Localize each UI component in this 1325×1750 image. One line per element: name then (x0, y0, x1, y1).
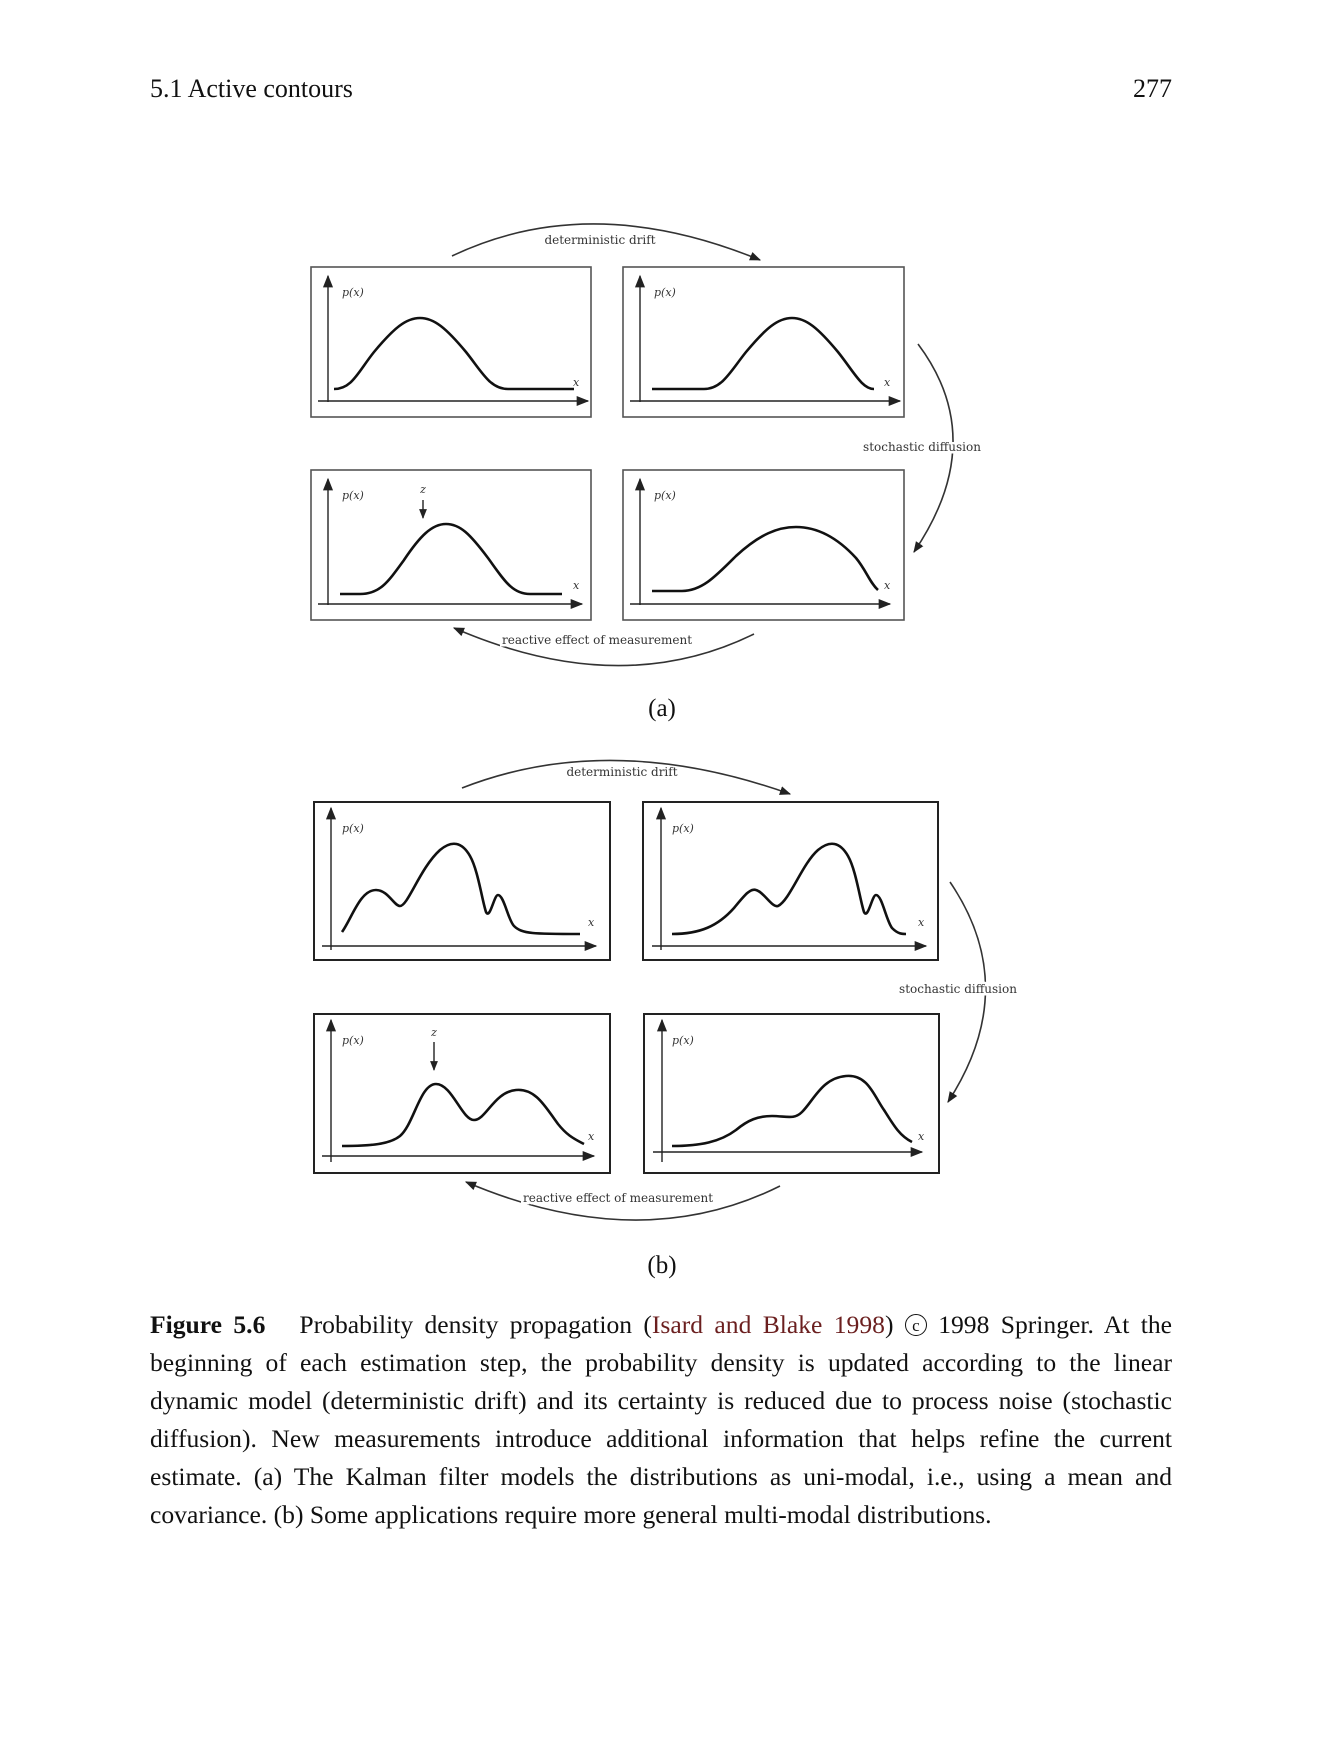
xlabel-a-2: x (884, 376, 891, 389)
density-plot-b-prior: p(x) x (313, 801, 611, 961)
density-plot-b-drifted: p(x) x (642, 801, 939, 961)
ylabel-a-2: p(x) (654, 286, 676, 299)
measurement-arrow-b (464, 1181, 781, 1221)
ylabel-b-3: p(x) (672, 1034, 694, 1047)
ylabel-a-3: p(x) (654, 489, 676, 502)
measurement-z-b: z (430, 1026, 437, 1039)
section-title: 5.1 Active contours (150, 74, 353, 103)
drift-arrow-b (461, 759, 792, 795)
figure-5-6: deterministic drift stochastic diffusion… (310, 223, 1020, 1279)
ylabel-b-1: p(x) (342, 822, 364, 835)
xlabel-a-1: x (573, 376, 580, 389)
caption-text-start: Probability density propagation ( (299, 1310, 652, 1339)
ylabel-a-1: p(x) (342, 286, 364, 299)
measurement-label-b: reactive effect of measurement (523, 1191, 713, 1205)
ylabel-a-4: p(x) (342, 489, 364, 502)
subfigure-a: deterministic drift stochastic diffusion… (310, 223, 984, 722)
density-plot-a-drifted: p(x) x (622, 266, 905, 418)
caption-text-body: 1998 Springer. At the beginning of each … (150, 1310, 1172, 1529)
drift-label-a: deterministic drift (544, 233, 655, 247)
citation-link[interactable]: Isard and Blake 1998 (651, 1310, 885, 1339)
measurement-label-a: reactive effect of measurement (502, 633, 692, 647)
xlabel-a-4: x (573, 579, 580, 592)
running-head: 5.1 Active contours 277 (150, 74, 1172, 108)
diffusion-label-a: stochastic diffusion (863, 440, 981, 454)
diffusion-arrow-b (947, 881, 987, 1103)
subfigure-tag-b: (b) (647, 1252, 676, 1279)
page-number: 277 (1133, 74, 1172, 103)
figure-label: Figure 5.6 (150, 1310, 266, 1339)
drift-label-b: deterministic drift (566, 765, 677, 779)
measurement-arrow-a (452, 627, 755, 667)
ylabel-b-4: p(x) (342, 1034, 364, 1047)
subfigure-tag-a: (a) (648, 695, 676, 722)
density-plot-a-measured: p(x) x z (310, 469, 592, 621)
density-plot-a-prior: p(x) x (310, 266, 592, 418)
density-plot-a-diffused: p(x) x (622, 469, 905, 621)
caption-text-cite-close: ) (884, 1310, 894, 1339)
xlabel-b-4: x (588, 1130, 595, 1143)
xlabel-a-3: x (884, 579, 891, 592)
diffusion-arrow-a (913, 343, 954, 553)
density-plot-b-diffused: p(x) x (643, 1013, 940, 1174)
density-plot-b-measured: p(x) x z (313, 1013, 611, 1174)
xlabel-b-2: x (918, 916, 925, 929)
subfigure-b: deterministic drift stochastic diffusion… (313, 759, 1020, 1279)
drift-arrow-a (451, 223, 762, 261)
xlabel-b-3: x (918, 1130, 925, 1143)
ylabel-b-2: p(x) (672, 822, 694, 835)
copyright-icon: c (904, 1314, 927, 1336)
diffusion-label-b: stochastic diffusion (899, 982, 1017, 996)
xlabel-b-1: x (588, 916, 595, 929)
figure-caption: Figure 5.6 Probability density propagati… (150, 1306, 1172, 1534)
measurement-z-a: z (419, 483, 426, 496)
